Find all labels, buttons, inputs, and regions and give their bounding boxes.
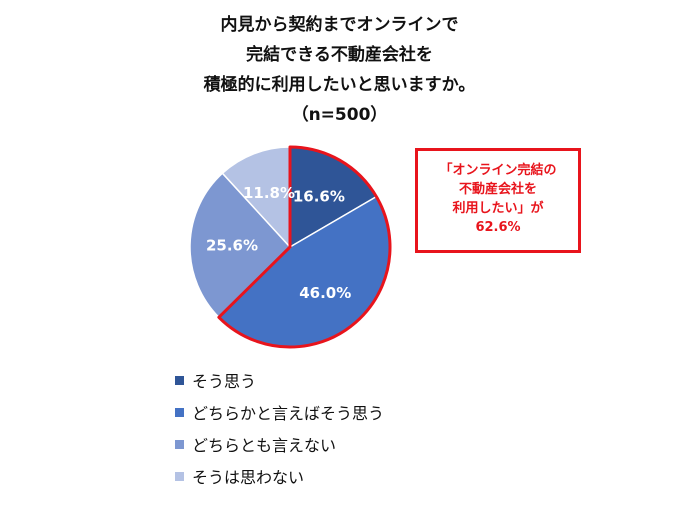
chart-title: 内見から契約までオンラインで 完結できる不動産会社を 積極的に利用したいと思いま…: [0, 10, 679, 130]
slice-label-2: 46.0%: [299, 284, 351, 302]
callout-line-2: 不動産会社を: [458, 182, 537, 197]
callout-line-4: 62.6%: [475, 220, 521, 235]
chart-title-line-4: （n=500）: [291, 105, 388, 125]
chart-title-line-3: 積極的に利用したいと思いますか。: [203, 75, 476, 95]
chart-title-line-2: 完結できる不動産会社を: [246, 45, 433, 65]
slice-label-3: 25.6%: [206, 237, 258, 255]
legend-label: どちらかと言えばそう思う: [192, 404, 385, 423]
legend-item-strongly-agree: そう思う: [175, 364, 384, 396]
legend-swatch: [175, 471, 184, 481]
legend-swatch: [175, 439, 184, 449]
chart-legend: そう思う どちらかと言えばそう思う どちらとも言えない そうは思わない: [175, 364, 384, 492]
legend-item-somewhat-agree: どちらかと言えばそう思う: [175, 396, 384, 428]
legend-label: どちらとも言えない: [192, 436, 337, 455]
callout-line-3: 利用したい」が: [452, 201, 544, 216]
slice-label-4: 11.8%: [243, 184, 295, 202]
legend-item-disagree: そうは思わない: [175, 460, 384, 492]
legend-swatch: [175, 375, 184, 385]
legend-label: そうは思わない: [192, 468, 305, 487]
pie-slice-3: [189, 172, 292, 319]
slice-label-1: 16.6%: [293, 188, 345, 206]
legend-item-neutral: どちらとも言えない: [175, 428, 384, 460]
legend-swatch: [175, 407, 184, 417]
highlight-outline: [217, 145, 392, 349]
legend-label: そう思う: [192, 372, 257, 391]
highlight-callout: 「オンライン完結の 不動産会社を 利用したい」が 62.6%: [415, 148, 581, 253]
callout-line-1: 「オンライン完結の: [439, 163, 557, 178]
chart-title-line-1: 内見から契約までオンラインで: [220, 15, 459, 35]
